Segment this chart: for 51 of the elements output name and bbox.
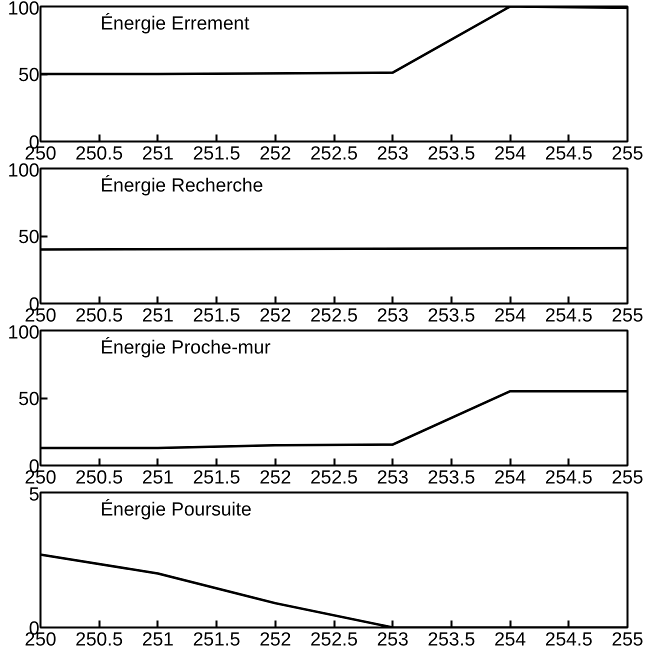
x-tick-label: 255 [612,468,644,488]
y-tick-label: 50 [18,389,40,410]
x-tick-label: 250.5 [75,630,123,650]
y-tick-label: 100 [8,160,40,182]
x-tick-label: 250.5 [75,306,123,326]
x-tick-label: 251 [142,144,174,164]
x-tick-label: 251 [142,306,174,326]
x-tick-label: 253 [376,144,409,164]
x-tick-label: 254.5 [545,630,593,650]
x-tick-label: 253 [376,630,409,650]
chart-title: Énergie Poursuite [100,498,252,520]
y-tick-label: 100 [8,322,40,344]
x-tick-label: 254.5 [545,144,593,164]
x-tick-label: 254 [494,306,526,326]
chart-title: Énergie Errement [100,12,250,34]
x-tick-label: 254.5 [545,306,593,326]
y-tick-label: 50 [18,65,40,86]
x-tick-label: 252.5 [310,144,358,164]
x-tick-label: 254 [494,144,526,164]
x-tick-label: 253.5 [428,306,476,326]
x-tick-label: 251.5 [192,630,240,650]
x-tick-label: 253 [376,306,409,326]
x-tick-label: 255 [612,144,644,164]
x-tick-label: 252.5 [310,306,358,326]
x-tick-label: 250.5 [75,468,123,488]
x-tick-label: 253.5 [428,468,476,488]
x-tick-label: 254 [494,468,526,488]
chart-title: Énergie Recherche [100,174,264,196]
x-tick-label: 250.5 [75,144,123,164]
y-tick-label: 100 [8,0,40,20]
chart-title: Énergie Proche-mur [100,336,272,358]
x-tick-label: 253.5 [428,144,476,164]
x-tick-label: 252.5 [310,468,358,488]
x-tick-label: 255 [612,306,644,326]
x-tick-label: 254.5 [545,468,593,488]
x-tick-label: 255 [612,630,644,650]
x-tick-label: 251 [142,468,174,488]
x-tick-label: 252 [259,144,292,164]
x-tick-label: 252 [259,468,292,488]
x-tick-label: 252.5 [310,630,358,650]
x-tick-label: 251.5 [192,468,240,488]
x-tick-label: 253.5 [428,630,476,650]
y-tick-label: 50 [18,227,40,248]
x-tick-label: 251.5 [192,306,240,326]
x-tick-label: 251 [142,630,174,650]
x-tick-label: 253 [376,468,409,488]
x-tick-label: 251.5 [192,144,240,164]
y-tick-label: 5 [28,484,40,506]
x-tick-label: 254 [494,630,526,650]
x-tick-label: 252 [259,306,292,326]
x-tick-label: 252 [259,630,292,650]
